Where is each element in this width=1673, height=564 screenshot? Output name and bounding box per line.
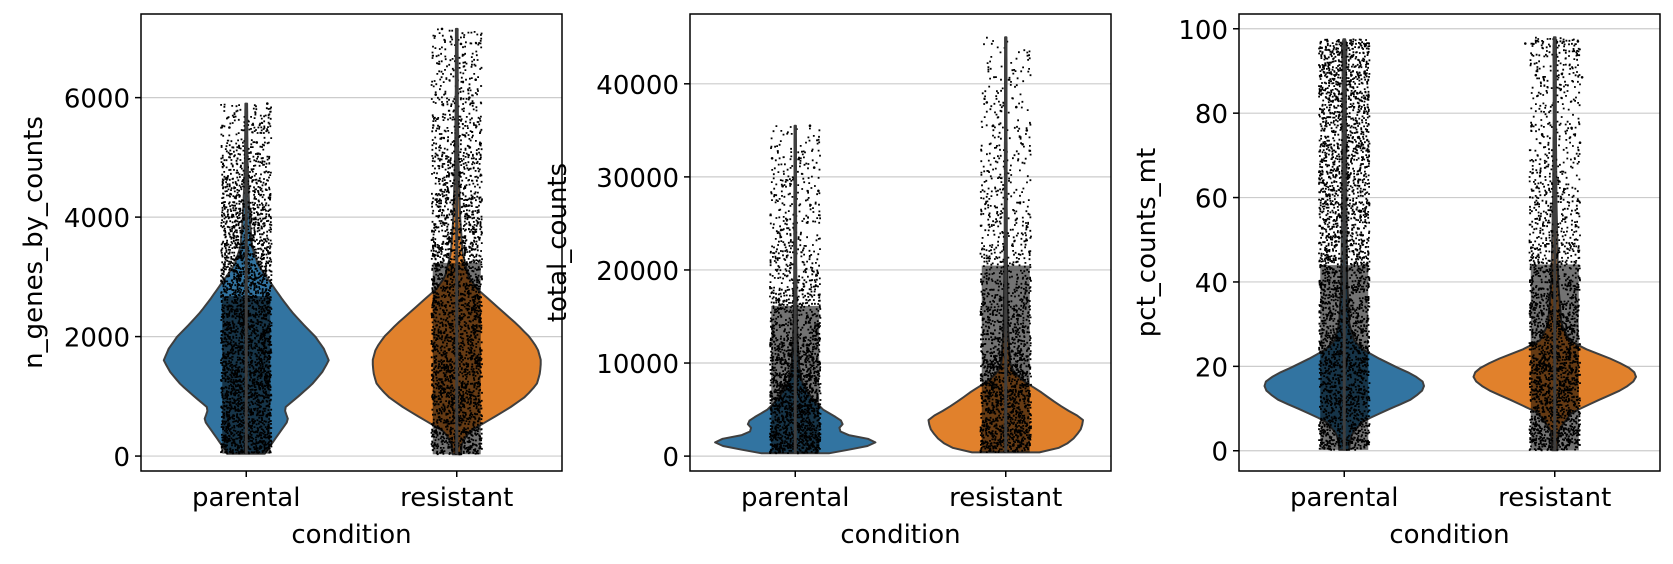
outlier-point: [474, 78, 477, 82]
axes-frame: [140, 13, 563, 472]
outlier-point: [1576, 40, 1580, 43]
y-tick-label: 6000: [64, 85, 130, 115]
axes-frame: [689, 13, 1112, 472]
outlier-point: [459, 42, 463, 46]
outlier-point: [1540, 132, 1544, 136]
y-tick-label: 40000: [596, 71, 679, 101]
outlier-point: [468, 96, 471, 99]
x-axis-label: condition: [840, 520, 960, 550]
outlier-point: [434, 93, 438, 96]
y-tick-label: 20000: [596, 257, 679, 287]
panel-2: 0 10000 20000 30000 40000 parental resistant co…: [543, 13, 1112, 550]
y-tick-label: 0: [113, 443, 130, 473]
x-axis-label: condition: [291, 520, 411, 550]
y-axis-label: n_genes_by_counts: [19, 116, 49, 369]
stripplot-points-resistant: [979, 36, 1032, 454]
stripplot-points-parental: [769, 125, 822, 455]
panel-3: 0 20 40 60 80 100 parental resistant condition pc…: [1132, 13, 1661, 550]
outlier-point: [1523, 42, 1527, 45]
outlier-point: [808, 124, 812, 127]
outlier-point: [991, 124, 995, 127]
x-axis-label: condition: [1389, 520, 1509, 550]
x-tick-label-resistant: resistant: [400, 483, 513, 513]
axes-frame: [1238, 13, 1661, 472]
outlier-point: [1580, 75, 1584, 79]
y-tick-label: 4000: [64, 204, 130, 234]
y-tick-label: 10000: [596, 350, 679, 380]
x-tick-label-parental: parental: [741, 483, 849, 513]
y-tick-label: 2000: [64, 324, 130, 354]
outlier-point: [1534, 73, 1538, 77]
outlier-point: [817, 189, 820, 193]
y-tick-label: 60: [1195, 185, 1228, 215]
outlier-point: [1530, 124, 1533, 128]
outlier-point: [1014, 105, 1018, 109]
outlier-point: [255, 141, 259, 144]
panel-1: 0 2000 4000 6000 parental resistant condition n…: [19, 13, 563, 550]
outlier-point: [1025, 129, 1029, 132]
outlier-point: [770, 156, 774, 160]
outlier-point: [1578, 141, 1582, 145]
outlier-point: [812, 166, 816, 169]
x-tick-label-resistant: resistant: [1498, 483, 1611, 513]
y-axis-label: total_counts: [543, 163, 573, 322]
outlier-point: [440, 27, 444, 31]
y-axis-label: pct_counts_mt: [1132, 148, 1162, 337]
outlier-point: [781, 184, 784, 188]
y-tick-label: 100: [1178, 16, 1228, 46]
x-tick-label-resistant: resistant: [949, 483, 1062, 513]
y-tick-label: 0: [662, 443, 679, 473]
outlier-point: [266, 102, 269, 105]
y-tick-label: 0: [1211, 438, 1228, 468]
y-tick-label: 40: [1195, 269, 1228, 299]
outlier-point: [228, 126, 231, 129]
y-tick-label: 20: [1195, 353, 1228, 383]
y-tick-label: 30000: [596, 164, 679, 194]
x-tick-label-parental: parental: [192, 483, 300, 513]
outlier-point: [1021, 143, 1024, 146]
y-tick-label: 80: [1195, 100, 1228, 130]
outlier-point: [985, 101, 989, 104]
outlier-point: [1570, 126, 1573, 130]
x-tick-label-parental: parental: [1290, 483, 1398, 513]
